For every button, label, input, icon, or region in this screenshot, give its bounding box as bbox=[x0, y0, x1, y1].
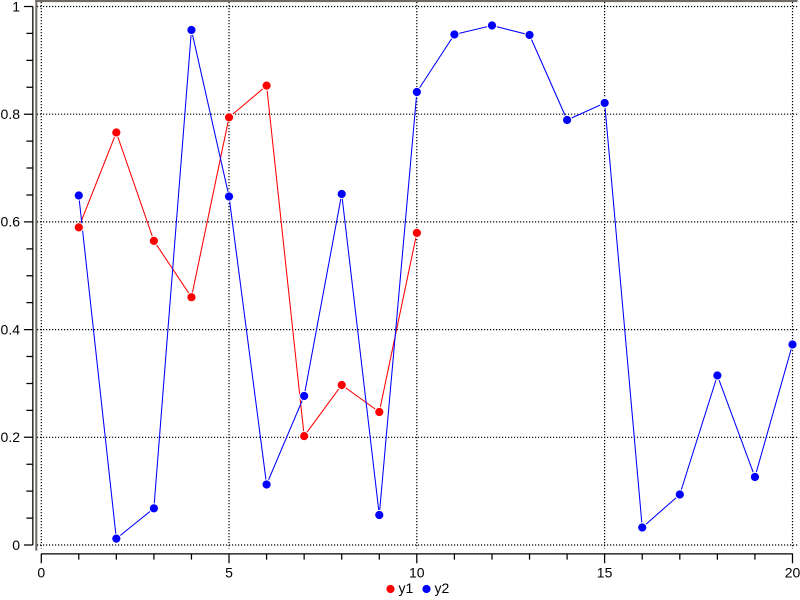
svg-text:5: 5 bbox=[225, 565, 233, 581]
svg-text:0: 0 bbox=[12, 537, 20, 553]
svg-text:y2: y2 bbox=[435, 580, 450, 596]
svg-text:0.4: 0.4 bbox=[1, 321, 21, 337]
svg-text:0: 0 bbox=[37, 565, 45, 581]
svg-text:20: 20 bbox=[785, 565, 800, 581]
svg-text:y1: y1 bbox=[399, 580, 414, 596]
svg-text:0.2: 0.2 bbox=[1, 429, 21, 445]
svg-text:1: 1 bbox=[12, 0, 20, 14]
svg-text:0.8: 0.8 bbox=[1, 106, 21, 122]
svg-text:15: 15 bbox=[597, 565, 613, 581]
svg-text:0.6: 0.6 bbox=[1, 214, 21, 230]
svg-text:10: 10 bbox=[409, 565, 425, 581]
